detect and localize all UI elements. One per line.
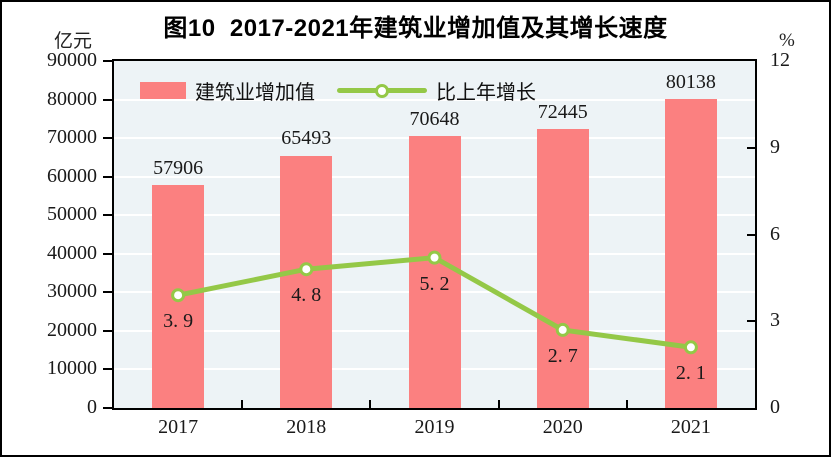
- right-axis-unit: %: [779, 30, 795, 51]
- gridline: [114, 98, 755, 101]
- left-axis-tick: [103, 252, 112, 255]
- left-axis-unit: 亿元: [54, 31, 93, 52]
- x-axis-category-label: 2021: [670, 416, 711, 438]
- right-axis-tick-label: 0: [770, 396, 780, 418]
- line-marker: [427, 250, 442, 265]
- rate-label: 3. 9: [163, 310, 194, 333]
- left-axis-tick-label: 90000: [47, 49, 97, 71]
- x-axis-category-label: 2018: [286, 416, 327, 438]
- bar-value-label: 80138: [665, 71, 716, 94]
- bar-2021: [664, 99, 717, 408]
- bar-value-label: 72445: [537, 100, 588, 123]
- legend-line-marker: [375, 84, 389, 98]
- rate-label: 2. 1: [675, 362, 706, 385]
- bar-2018: [280, 155, 333, 408]
- right-axis-tick-label: 12: [770, 49, 790, 71]
- legend: 建筑业增加值 比上年增长: [140, 76, 536, 105]
- chart-title: 图10 2017-2021年建筑业增加值及其增长速度: [163, 15, 668, 42]
- legend-line-label: 比上年增长: [436, 82, 536, 104]
- plot-content: 57906 65493 70648 72445 80138 3. 9 4. 8 5. 2 2. …: [114, 61, 755, 408]
- left-axis-tick: [103, 137, 112, 140]
- line-marker: [555, 322, 570, 337]
- growth-line: [171, 250, 698, 355]
- x-axis-tick: [369, 400, 372, 408]
- left-axis-tick-label: 10000: [47, 357, 97, 380]
- left-axis-tick-label: 80000: [47, 87, 97, 110]
- left-axis-tick: [103, 60, 112, 62]
- bar-2020: [536, 128, 589, 408]
- left-axis-tick-label: 20000: [47, 318, 97, 341]
- left-axis-tick: [103, 175, 112, 178]
- left-axis-tick-label: 40000: [47, 241, 97, 264]
- legend-bar-swatch: [140, 82, 186, 99]
- bar-value-label: 65493: [281, 127, 332, 150]
- bar-value-label: 57906: [153, 156, 204, 179]
- left-axis-tick-label: 60000: [47, 164, 97, 187]
- rate-label: 5. 2: [419, 272, 450, 295]
- left-axis-tick: [103, 214, 112, 217]
- right-axis-tick-label: 6: [770, 222, 780, 245]
- bar-2019: [408, 135, 461, 408]
- line-marker: [299, 262, 314, 277]
- right-axis-tick: [747, 233, 756, 236]
- right-axis-tick: [747, 146, 756, 149]
- right-axis-tick: [747, 320, 756, 323]
- left-axis-tick: [103, 329, 112, 332]
- x-axis-category-label: 2020: [542, 416, 583, 438]
- legend-line-swatch: [337, 82, 427, 99]
- right-axis-tick-label: 3: [770, 309, 780, 332]
- right-axis-tick-label: 9: [770, 135, 780, 158]
- left-axis-tick: [103, 291, 112, 294]
- left-axis-tick: [103, 407, 112, 409]
- rate-label: 4. 8: [291, 284, 322, 307]
- line-marker: [683, 340, 698, 355]
- x-axis-tick: [241, 400, 244, 408]
- x-axis-category-label: 2017: [158, 416, 199, 438]
- legend-bar-label: 建筑业增加值: [195, 82, 315, 104]
- left-axis-tick: [103, 98, 112, 101]
- line-marker: [171, 288, 186, 303]
- x-axis-tick: [625, 400, 628, 408]
- rate-label: 2. 7: [547, 344, 578, 367]
- left-axis-tick-label: 70000: [47, 126, 97, 149]
- left-axis-tick-label: 50000: [47, 203, 97, 226]
- x-axis-tick: [497, 400, 500, 408]
- left-axis-tick-label: 30000: [47, 280, 97, 303]
- x-axis-category-label: 2019: [414, 416, 455, 438]
- left-axis-tick-label: 0: [87, 396, 97, 418]
- left-axis-tick: [103, 368, 112, 371]
- bar-value-label: 70648: [409, 107, 460, 130]
